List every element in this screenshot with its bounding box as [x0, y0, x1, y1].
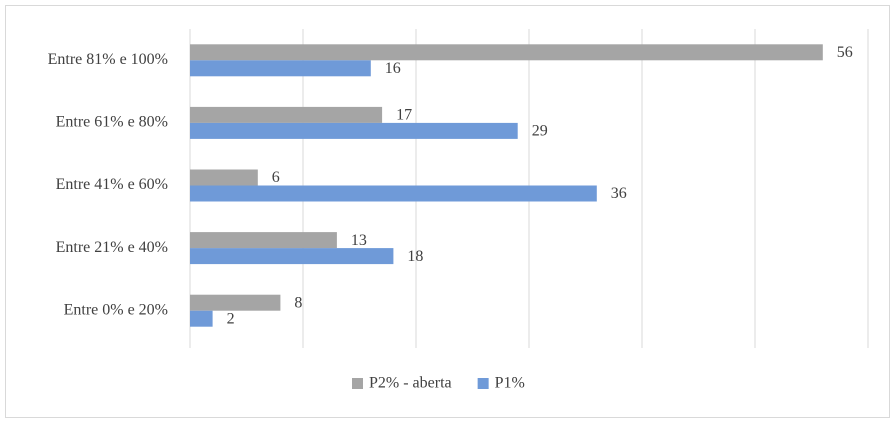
y-tick-label: Entre 0% e 20%: [64, 301, 168, 318]
y-tick-label: Entre 41% e 60%: [56, 176, 168, 193]
bar: [190, 122, 518, 139]
y-tick-label: Entre 81% e 100%: [48, 51, 168, 68]
bar: [190, 106, 383, 123]
bar: [190, 310, 213, 327]
data-label: 29: [532, 123, 548, 140]
data-label: 6: [272, 169, 280, 186]
y-tick-label: Entre 61% e 80%: [56, 114, 168, 131]
legend-swatch: [352, 378, 363, 389]
data-label: 36: [611, 185, 627, 202]
data-label: 13: [351, 232, 367, 249]
legend-swatch: [477, 378, 489, 389]
bar: [190, 185, 597, 202]
data-label: 2: [227, 310, 235, 327]
bar: [190, 294, 281, 311]
data-label: 18: [407, 248, 423, 265]
chart-border: [5, 5, 890, 418]
bar: [190, 44, 823, 61]
data-label: 17: [396, 107, 412, 124]
bar: [190, 248, 394, 265]
y-tick-label: Entre 21% e 40%: [56, 239, 168, 256]
data-label: 16: [385, 60, 401, 77]
legend-label: P2% - aberta: [369, 375, 452, 392]
legend-label: P1%: [495, 375, 525, 392]
bar: [190, 60, 371, 77]
data-label: 8: [294, 294, 302, 311]
data-label: 56: [837, 44, 853, 61]
bar: [190, 232, 337, 249]
bar: [190, 169, 258, 186]
